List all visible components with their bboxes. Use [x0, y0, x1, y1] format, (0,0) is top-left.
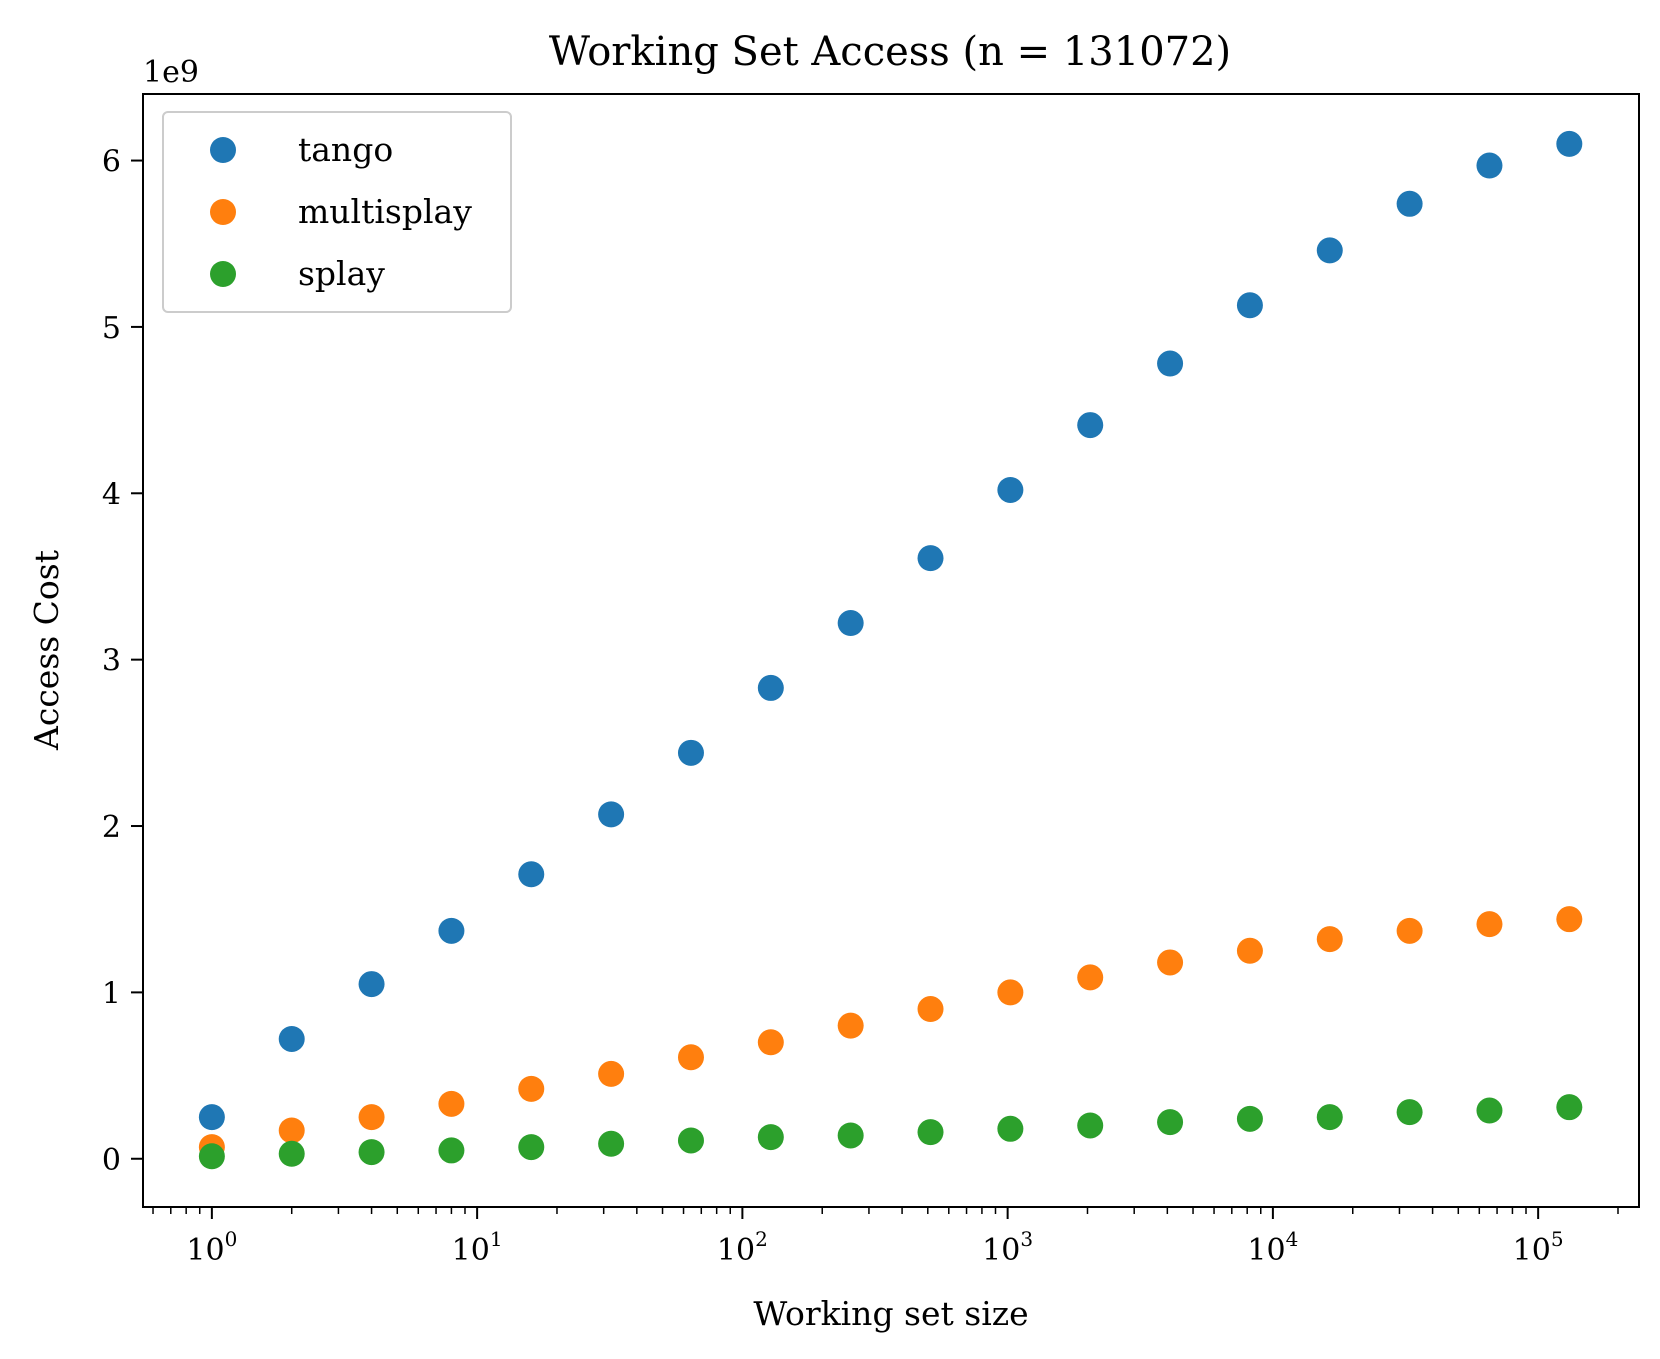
multisplay-point [1236, 937, 1263, 964]
multisplay-point [358, 1104, 385, 1131]
legend: tango multisplay splay [162, 111, 512, 313]
splay-point [518, 1134, 545, 1161]
tango-point [1476, 152, 1503, 179]
legend-marker [210, 261, 236, 287]
tango-point [198, 1104, 225, 1131]
x-tick-label: 101 [452, 1227, 503, 1268]
legend-label: multisplay [298, 192, 472, 231]
tango-point [1077, 412, 1104, 439]
legend-item-splay: splay [210, 254, 385, 293]
legend-frame [162, 111, 512, 313]
y-tick-label: 4 [102, 477, 121, 512]
chart-title: Working Set Access (n = 131072) [549, 29, 1231, 75]
series-splay [198, 1094, 1583, 1170]
multisplay-point [837, 1012, 864, 1039]
multisplay-point [518, 1075, 545, 1102]
x-tick-label: 102 [717, 1227, 768, 1268]
y-offset-label: 1e9 [143, 55, 199, 90]
splay-point [837, 1122, 864, 1149]
multisplay-point [1476, 911, 1503, 938]
axis-ticks: 100 101 102 103 104 105 0 1 2 3 4 5 6 [102, 145, 1619, 1268]
multisplay-point [278, 1117, 305, 1144]
multisplay-point [1396, 917, 1423, 944]
multisplay-point [1556, 906, 1583, 933]
splay-point [757, 1124, 784, 1151]
tango-point [677, 739, 704, 766]
multisplay-point [1077, 964, 1104, 991]
splay-point [358, 1139, 385, 1166]
legend-marker [210, 137, 236, 163]
data-points [198, 130, 1583, 1170]
tango-point [757, 674, 784, 701]
splay-point [1157, 1109, 1184, 1136]
y-axis-label: Access Cost [27, 550, 66, 751]
plot-area-frame [142, 93, 1640, 1208]
splay-point [997, 1115, 1024, 1142]
splay-point [278, 1140, 305, 1167]
x-tick-label: 100 [186, 1227, 237, 1268]
splay-point [1077, 1112, 1104, 1139]
legend-label: tango [298, 130, 393, 169]
tango-point [1556, 130, 1583, 157]
tango-point [518, 861, 545, 888]
splay-point [1236, 1105, 1263, 1132]
tango-point [917, 545, 944, 572]
y-tick-label: 0 [102, 1143, 121, 1178]
legend-label: splay [298, 254, 385, 293]
splay-point [198, 1143, 225, 1170]
y-tick-label: 5 [102, 311, 121, 346]
tango-point [1316, 237, 1343, 264]
multisplay-point [1157, 949, 1184, 976]
multisplay-point [757, 1029, 784, 1056]
splay-point [1556, 1094, 1583, 1121]
tango-point [438, 917, 465, 944]
y-tick-label: 2 [102, 810, 121, 845]
y-tick-label: 3 [102, 644, 121, 679]
legend-item-multisplay: multisplay [210, 192, 472, 231]
tango-point [278, 1025, 305, 1052]
multisplay-point [997, 979, 1024, 1006]
x-tick-label: 105 [1513, 1227, 1564, 1268]
splay-point [1316, 1104, 1343, 1131]
tango-point [997, 476, 1024, 503]
y-tick-label: 1 [102, 976, 121, 1011]
legend-item-tango: tango [210, 130, 393, 169]
tango-point [358, 971, 385, 998]
tango-point [1236, 292, 1263, 319]
x-tick-label: 104 [1247, 1227, 1298, 1268]
splay-point [1476, 1097, 1503, 1124]
series-tango [198, 130, 1583, 1131]
tango-point [1396, 190, 1423, 217]
splay-point [438, 1137, 465, 1164]
splay-point [677, 1127, 704, 1154]
multisplay-point [677, 1044, 704, 1071]
x-axis-label: Working set size [753, 1294, 1028, 1333]
tango-point [598, 801, 625, 828]
series-multisplay [198, 906, 1583, 1161]
splay-point [1396, 1099, 1423, 1126]
multisplay-point [438, 1090, 465, 1117]
legend-marker [210, 199, 236, 225]
multisplay-point [598, 1060, 625, 1087]
tango-point [837, 610, 864, 637]
multisplay-point [917, 996, 944, 1023]
x-tick-label: 103 [982, 1227, 1033, 1268]
tango-point [1157, 350, 1184, 377]
y-tick-label: 6 [102, 145, 121, 180]
multisplay-point [1316, 926, 1343, 953]
splay-point [917, 1119, 944, 1146]
splay-point [598, 1130, 625, 1157]
